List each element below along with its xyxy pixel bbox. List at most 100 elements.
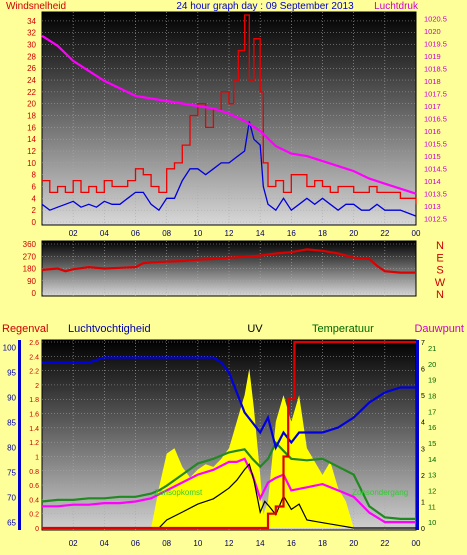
pressure-tick-label: 1015	[424, 152, 441, 161]
uv-tick-label: 5	[421, 393, 425, 400]
wind-tick-label: 18	[27, 112, 36, 121]
hour-tick-label: 22	[380, 539, 389, 548]
wind-tick-label: 12	[27, 147, 36, 156]
humidity-tick-label: 70	[7, 494, 16, 503]
hour-tick-label: 14	[256, 539, 265, 548]
wind-tick-label: 20	[27, 100, 36, 109]
hour-tick-label: 04	[100, 539, 109, 548]
temp-tick-label: 11	[428, 502, 436, 511]
hour-tick-label: 12	[225, 229, 234, 238]
wind-gust-line	[42, 14, 417, 205]
rain-tick-label: 2.4	[29, 354, 39, 361]
humidity-tick-label: 85	[7, 419, 16, 428]
sun-annotation-label: Zonsopkomst	[154, 488, 203, 497]
pressure-tick-label: 1019.5	[424, 39, 447, 48]
pressure-tick-label: 1014.5	[424, 165, 447, 174]
temp-tick-label: 15	[428, 439, 436, 448]
direction-axis-ticks: 0 N 90 W 180 S 270 E 360 N	[23, 240, 446, 301]
hour-tick-label: 08	[162, 229, 171, 238]
compass-label: N	[436, 289, 444, 301]
wind-tick-label: 10	[27, 159, 36, 168]
temperature-line	[41, 441, 416, 520]
pressure-tick-label: 1019	[424, 52, 441, 61]
hour-tick-label: 16	[287, 229, 296, 238]
pressure-tick-label: 1017.5	[424, 89, 447, 98]
rain-tick-label: 2	[35, 383, 39, 390]
compass-label: W	[435, 277, 446, 289]
hour-tick-label: 10	[193, 539, 202, 548]
solar-radiation-area	[42, 368, 416, 528]
hour-tick-label: 18	[318, 539, 327, 548]
hour-tick-label: 16	[287, 539, 296, 548]
rain-tick-label: 1.8	[29, 397, 39, 404]
uv-tick-label: 4	[421, 420, 425, 427]
wind-tick-label: 6	[32, 183, 37, 192]
temp-tick-label: 16	[428, 423, 436, 432]
hour-tick-label: 00	[412, 539, 421, 548]
wind-tick-label: 2	[32, 206, 37, 215]
temp-tick-label: 20	[428, 360, 436, 369]
label-windsnelheid: Windsnelheid	[6, 1, 66, 12]
rain-tick-label: 1.4	[29, 426, 39, 433]
wind-tick-label: 4	[32, 194, 37, 203]
uv-line	[42, 462, 416, 529]
hour-tick-label: 20	[349, 229, 358, 238]
hour-tick-label: 08	[162, 539, 171, 548]
direction-tick-label: 360	[23, 240, 37, 249]
direction-tick-label: 90	[27, 277, 36, 286]
wind-plot-area	[41, 11, 417, 226]
compass-label: E	[436, 252, 443, 264]
wind-tick-label: 32	[27, 29, 36, 38]
temp-tick-label: 13	[428, 471, 436, 480]
rain-tick-label: 0	[35, 526, 39, 533]
label-luchtdruk: Luchtdruk	[374, 1, 419, 12]
sun-annotation-label: Zonsondergang	[352, 488, 408, 497]
label-regenval: Regenval	[2, 323, 48, 335]
hour-tick-label: 06	[131, 229, 140, 238]
rain-tick-label: 0.8	[29, 469, 39, 476]
uv-tick-label: 6	[421, 367, 425, 374]
rain-tick-label: 2.6	[29, 340, 39, 347]
hour-tick-label: 06	[131, 539, 140, 548]
right-axis-bar	[416, 340, 419, 530]
label-dauwpunt: Dauwpunt	[414, 323, 464, 335]
humidity-tick-label: 90	[7, 394, 16, 403]
dewpoint-line	[42, 457, 416, 524]
wind-tick-label: 14	[27, 135, 36, 144]
sun-annotations: Zonsopkomst Zonsondergang	[154, 488, 408, 497]
hour-tick-label: 22	[380, 229, 389, 238]
hour-tick-label: 12	[225, 539, 234, 548]
direction-tick-label: 0	[32, 289, 37, 298]
wind-tick-label: 16	[27, 123, 36, 132]
pressure-tick-label: 1018.5	[424, 64, 447, 73]
temp-tick-label: 12	[428, 486, 436, 495]
pressure-tick-label: 1013.5	[424, 190, 447, 199]
uv-tick-label: 3	[421, 446, 425, 453]
temp-tick-label: 14	[428, 455, 436, 464]
rain-tick-label: 2.2	[29, 369, 39, 376]
humidity-tick-label: 100	[3, 344, 17, 353]
rain-tick-label: 0.6	[29, 483, 39, 490]
climate-axis-ticks: 00.20.40.60.811.21.41.61.822.22.42.66570…	[3, 340, 436, 548]
temp-tick-label: 19	[428, 376, 436, 385]
uv-tick-label: 0	[421, 526, 425, 533]
page-title: 24 hour graph day : 09 September 2013	[176, 1, 354, 12]
direction-series	[41, 248, 416, 274]
wind-tick-label: 22	[27, 88, 36, 97]
pressure-line	[41, 34, 417, 195]
direction-tick-label: 180	[23, 265, 37, 274]
pressure-tick-label: 1016	[424, 127, 441, 136]
wind-direction-line	[41, 248, 416, 274]
humidity-line	[42, 356, 416, 451]
rain-line	[42, 340, 416, 530]
uv-tick-label: 2	[421, 473, 425, 480]
label-uv: UV	[247, 323, 263, 335]
wind-tick-label: 34	[27, 17, 36, 26]
wind-tick-label: 26	[27, 64, 36, 73]
rain-tick-label: 1.2	[29, 440, 39, 447]
pressure-tick-label: 1017	[424, 102, 441, 111]
pressure-tick-label: 1020	[424, 27, 441, 36]
hour-tick-label: 02	[69, 229, 78, 238]
